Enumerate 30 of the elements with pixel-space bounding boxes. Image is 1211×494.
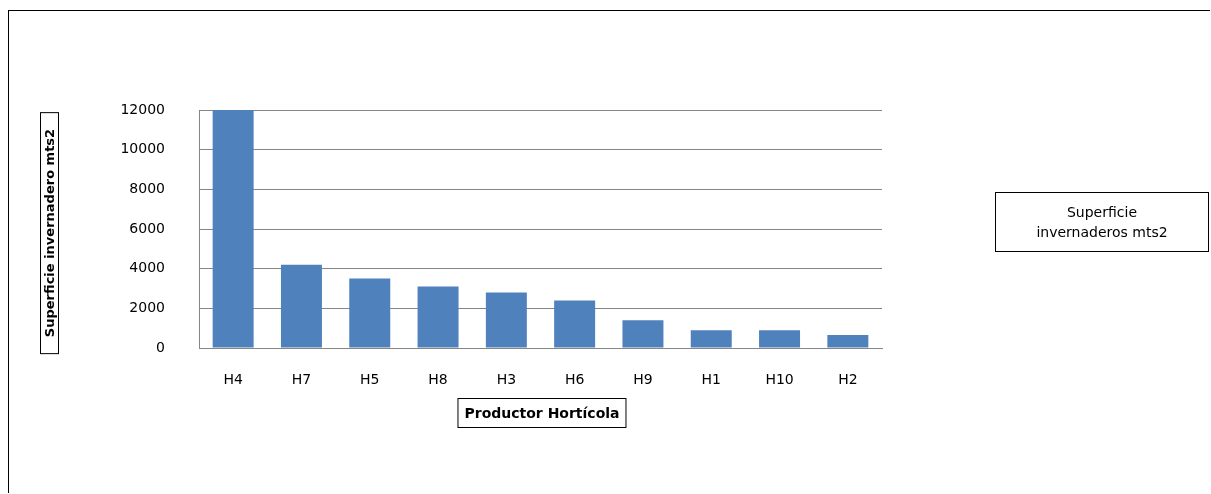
x-tick-label: H6 [564,371,585,388]
x-tick-label: H10 [765,371,794,388]
x-tick-label: H2 [838,371,858,388]
bar [212,110,254,348]
bar [622,320,664,348]
x-tick-label: H3 [496,371,517,388]
y-tick-label: 0 [156,338,165,355]
y-tick-label: 2000 [129,298,165,315]
bar [485,292,527,348]
bar [759,330,801,348]
bar [417,286,459,348]
x-tick-label: H7 [291,371,312,388]
y-axis-title: Superficie invernadero mts2 [40,111,59,355]
x-tick-label: H4 [223,371,243,388]
x-tick-label: H8 [428,371,448,388]
bar [554,300,596,348]
x-tick-label: H1 [701,371,721,388]
bar [690,330,732,348]
x-tick-label: H9 [633,371,653,388]
y-tick-label: 10000 [120,140,165,157]
y-tick-label: 4000 [129,259,165,276]
y-tick-label: 8000 [129,179,165,196]
bar [349,278,391,348]
y-tick-label: 6000 [129,219,165,236]
text: Superficie invernaderos mts2 [1035,203,1169,242]
bar [827,335,869,348]
x-axis-title: Productor Hortícola [457,398,627,428]
x-tick-label: H5 [360,371,380,388]
y-tick-label: 12000 [120,100,165,117]
bar [280,264,322,348]
